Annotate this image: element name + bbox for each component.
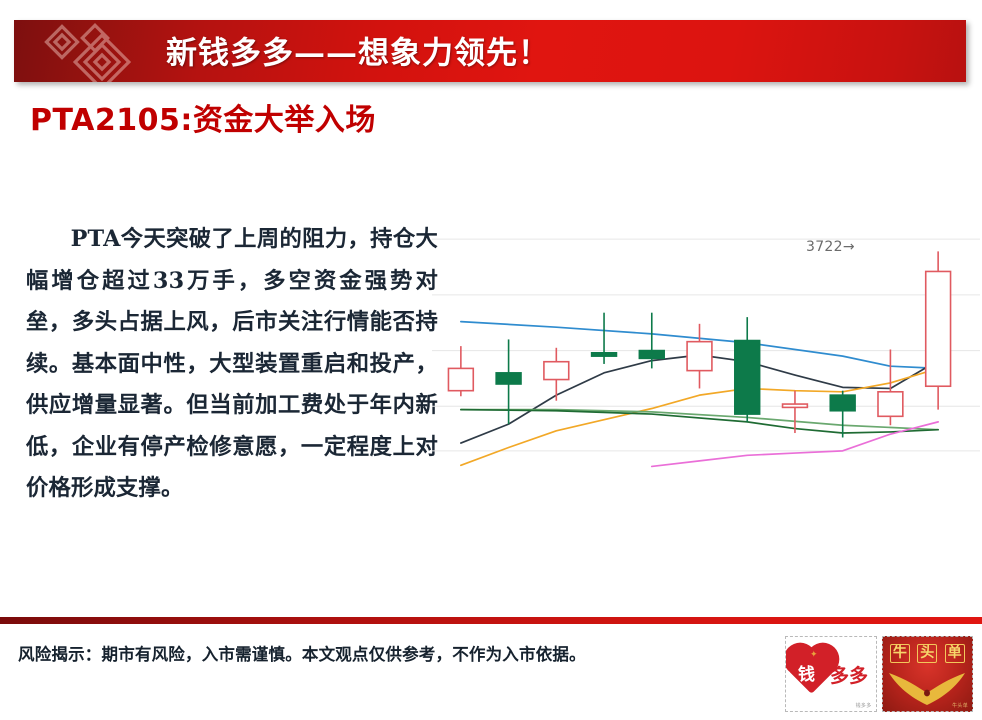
disclaimer-text: 风险揭示：期市有风险，入市需谨慎。本文观点仅供参考，不作为入市依据。 — [18, 645, 586, 664]
bull-char-1: 牛 — [889, 644, 910, 663]
candlestick-chart — [432, 222, 980, 474]
bull-char-3: 单 — [944, 644, 965, 663]
logo-nitoudan-chars: 牛 头 单 — [883, 644, 973, 663]
logo-qianduoduo-text: 多多 — [830, 665, 869, 687]
header-title: 新钱多多——想象力领先！ — [166, 35, 550, 72]
logo-qianduoduo: ✦ 钱 多多 钱多多 — [785, 636, 877, 712]
bull-char-2: 头 — [917, 644, 938, 663]
logo-heart-char: 钱 — [798, 665, 815, 685]
last-price-annotation: 3722→ — [806, 239, 855, 255]
diamond-lattice-emblem — [44, 23, 132, 82]
logo-right-caption: 牛头单 — [952, 703, 968, 709]
chart-candles — [447, 251, 952, 438]
logo-left-caption: 钱多多 — [855, 703, 872, 709]
footer-divider — [0, 617, 982, 624]
logo-nitoudan: 牛 头 单 牛头单 — [881, 636, 973, 712]
body-paragraph: PTA今天突破了上周的阻力，持仓大幅增仓超过33万手，多空资金强势对垒，多头占据… — [26, 226, 438, 501]
page-title: PTA2105:资金大举入场 — [30, 103, 376, 138]
sparkle-icon: ✦ — [810, 649, 818, 659]
logo-strip: ✦ 钱 多多 钱多多 牛 头 单 牛头单 — [785, 636, 973, 712]
bull-head-icon — [889, 673, 966, 705]
chart-svg — [432, 238, 980, 468]
header-banner: 新钱多多——想象力领先！ — [14, 20, 966, 82]
